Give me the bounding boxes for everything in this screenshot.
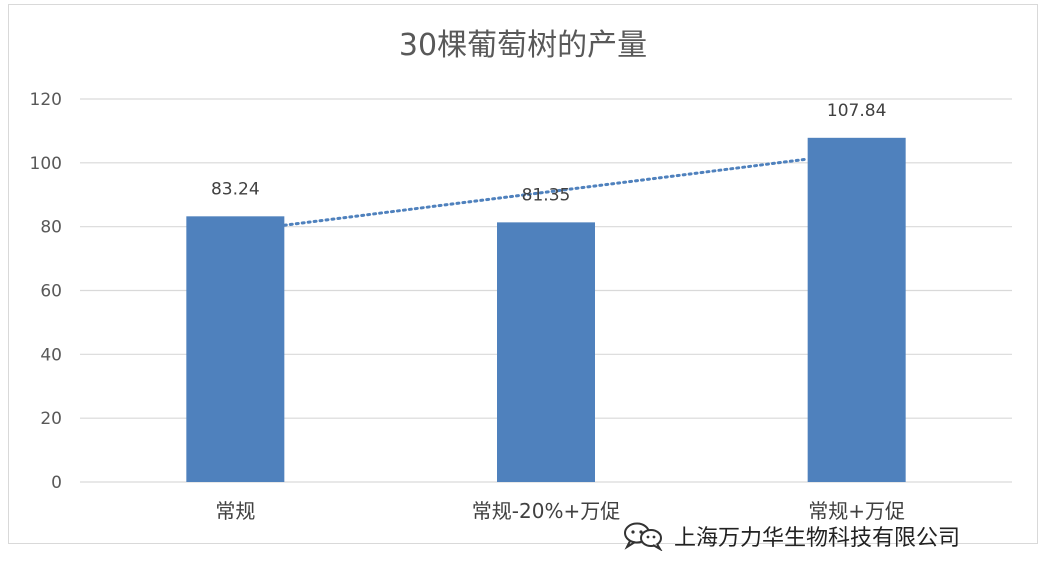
bars [186,137,906,482]
data-label: 83.24 [211,179,260,199]
category-label: 常规-20%+万促 [472,499,620,523]
x-axis-categories: 常规 常规-20%+万促 常规+万促 [215,499,905,523]
wechat-icon [624,522,663,551]
bar [186,216,285,482]
y-tick-label: 20 [40,409,62,429]
watermark: 上海万力华生物科技有限公司 [622,520,960,552]
y-tick-label: 100 [30,154,62,174]
chart-title: 30棵葡萄树的产量 [399,28,647,63]
y-tick-label: 120 [30,90,62,110]
y-tick-label: 60 [40,282,62,302]
data-label: 81.35 [522,185,571,205]
y-tick-label: 0 [51,473,62,493]
category-label: 常规 [215,499,255,523]
category-label: 常规+万促 [808,499,905,523]
trendline-path [282,157,810,227]
data-labels: 83.24 81.35 107.84 [211,101,886,206]
y-axis-ticks: 0 20 40 60 80 100 120 [30,90,62,493]
y-tick-label: 80 [40,218,62,238]
trendline [282,157,810,227]
bar [807,137,906,482]
bar [497,222,595,482]
watermark-text: 上海万力华生物科技有限公司 [674,526,961,551]
y-tick-label: 40 [40,345,62,365]
data-label: 107.84 [827,101,886,121]
